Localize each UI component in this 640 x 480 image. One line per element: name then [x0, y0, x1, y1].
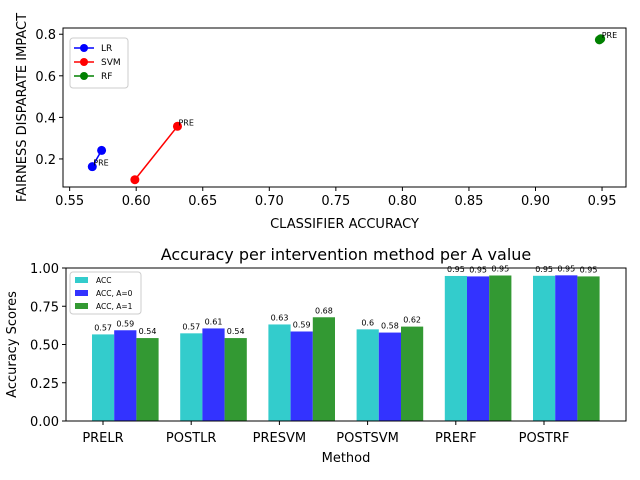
legend-label: RF: [101, 72, 112, 82]
x-tick-label: 0.90: [521, 194, 550, 209]
bar-value-label: 0.62: [403, 316, 421, 325]
bar-value-label: 0.57: [94, 323, 112, 332]
legend-swatch: [75, 303, 88, 309]
legend-marker: [80, 72, 88, 80]
bar-postlr-2: [224, 338, 247, 421]
y-tick-label: 0.6: [35, 70, 56, 85]
bar-presvm-1: [290, 331, 313, 421]
legend-marker: [80, 44, 88, 52]
bar-value-label: 0.59: [293, 320, 311, 329]
data-point-svm: [172, 121, 182, 131]
bar-value-label: 0.54: [227, 327, 245, 336]
point-annotation: PRE: [602, 31, 617, 40]
legend-label: ACC, A=1: [96, 302, 133, 311]
bar-presvm-2: [312, 317, 335, 421]
x-tick-label: PRESVM: [253, 431, 306, 446]
bar-value-label: 0.95: [557, 264, 575, 273]
legend-swatch: [75, 290, 88, 296]
x-axis-label: Method: [322, 451, 371, 466]
bar-postrf-1: [555, 275, 578, 421]
x-tick-label: 0.95: [588, 194, 617, 209]
y-tick-label: 0.00: [30, 415, 59, 430]
y-tick-label: 0.8: [35, 28, 56, 43]
bar-value-label: 0.63: [271, 313, 289, 322]
y-axis-label: Accuracy Scores: [5, 291, 20, 398]
series-line-svm: [134, 125, 179, 181]
y-tick-label: 0.2: [35, 153, 56, 168]
bar-value-label: 0.95: [535, 265, 553, 274]
bar-value-label: 0.54: [139, 327, 157, 336]
bar-value-label: 0.59: [116, 319, 134, 328]
point-annotation: PRE: [178, 118, 193, 127]
y-tick-label: 0.25: [30, 377, 59, 392]
plot-frame: [62, 27, 627, 188]
bar-value-label: 0.95: [580, 265, 598, 274]
y-tick-label: 0.4: [35, 111, 56, 126]
bar-postlr-1: [202, 328, 225, 421]
bar-postlr-0: [180, 333, 203, 421]
x-tick-label: PRERF: [435, 431, 477, 446]
x-tick-label: 0.75: [321, 194, 350, 209]
x-tick-label: 0.65: [188, 194, 217, 209]
x-tick-label: PRELR: [82, 431, 123, 446]
y-tick-label: 0.75: [30, 300, 59, 315]
y-tick-label: 0.50: [30, 339, 59, 354]
legend-label: SVM: [101, 58, 121, 68]
bar-prelr-2: [136, 338, 159, 421]
bar-prerf-1: [467, 276, 490, 421]
legend-swatch: [75, 277, 88, 283]
chart-title: Accuracy per intervention method per A v…: [161, 245, 532, 264]
bar-value-label: 0.68: [315, 306, 333, 315]
y-axis-label: FAIRNESS DISPARATE IMPACT: [15, 13, 30, 202]
bar-value-label: 0.6: [361, 318, 374, 327]
bar-value-label: 0.95: [447, 265, 465, 274]
x-tick-label: POSTSVM: [336, 431, 399, 446]
bar-value-label: 0.61: [205, 317, 223, 326]
x-tick-label: 0.80: [388, 194, 417, 209]
scatter-line-chart: 0.55 0.60 0.65 0.70 0.75 0.80 0.85 0.90 0.95 0.2 0…: [15, 13, 627, 232]
bar-chart: Accuracy per intervention method per A v…: [5, 245, 627, 466]
data-point-lr: [97, 145, 107, 155]
bar-prerf-0: [444, 275, 467, 421]
bar-value-label: 0.57: [182, 322, 200, 331]
bar-prelr-1: [114, 330, 137, 421]
data-point-svm: [130, 175, 140, 185]
y-tick-label: 1.00: [30, 262, 59, 277]
x-tick-label: 0.60: [122, 194, 151, 209]
bar-prerf-2: [489, 275, 512, 421]
bar-postsvm-1: [378, 332, 401, 421]
bar-presvm-0: [268, 324, 291, 421]
x-tick-label: 0.85: [454, 194, 483, 209]
bar-postsvm-0: [356, 329, 379, 421]
bar-value-label: 0.95: [469, 265, 487, 274]
bar-postsvm-2: [401, 326, 424, 421]
bar-prelr-0: [92, 334, 115, 421]
x-axis-label: CLASSIFIER ACCURACY: [270, 217, 419, 232]
x-tick-label: 0.55: [55, 194, 84, 209]
x-tick-label: POSTRF: [519, 431, 570, 446]
legend-label: ACC, A=0: [96, 289, 133, 298]
data-point-rf: [596, 34, 606, 44]
data-point-lr: [87, 162, 97, 172]
x-tick-label: POSTLR: [166, 431, 217, 446]
bar-value-label: 0.58: [381, 322, 399, 331]
legend-marker: [80, 58, 88, 66]
bar-postrf-0: [533, 275, 556, 421]
legend-label: ACC: [96, 276, 111, 285]
x-tick-label: 0.70: [255, 194, 284, 209]
point-annotation: PRE: [93, 159, 108, 168]
legend-label: LR: [101, 44, 112, 54]
bar-value-label: 0.95: [491, 264, 509, 273]
bar-postrf-2: [577, 276, 600, 421]
